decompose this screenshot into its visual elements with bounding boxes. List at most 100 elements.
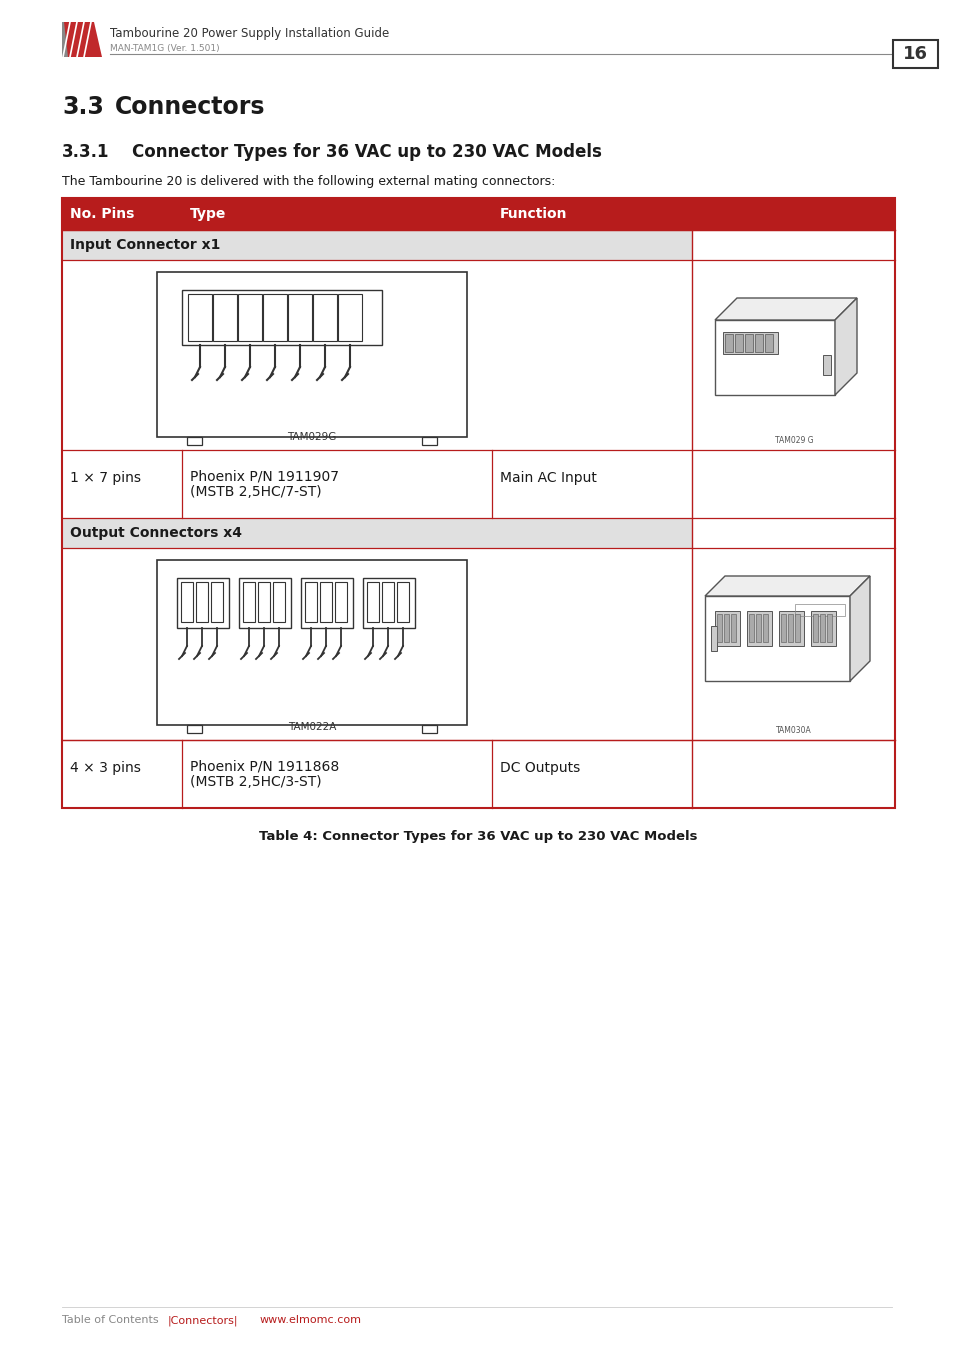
Bar — [826, 614, 831, 643]
Text: TAM030A: TAM030A — [775, 726, 810, 734]
Text: Input Connector x1: Input Connector x1 — [70, 238, 220, 252]
Text: TAM029G: TAM029G — [287, 432, 336, 441]
Polygon shape — [704, 576, 869, 595]
Text: Phoenix P/N 1911907: Phoenix P/N 1911907 — [190, 468, 338, 483]
Text: Table of Contents: Table of Contents — [62, 1315, 158, 1324]
Bar — [820, 614, 824, 643]
Bar — [195, 582, 208, 622]
Bar — [237, 294, 262, 342]
Bar — [822, 355, 830, 375]
Polygon shape — [64, 22, 102, 57]
Bar — [181, 582, 193, 622]
Bar — [62, 22, 87, 57]
Bar — [182, 290, 381, 346]
Bar — [730, 614, 735, 643]
Text: Function: Function — [499, 207, 567, 221]
Bar — [62, 548, 691, 740]
Bar — [892, 40, 937, 68]
Text: No. Pins: No. Pins — [70, 207, 134, 221]
Polygon shape — [849, 576, 869, 680]
Text: 4 × 3 pins: 4 × 3 pins — [70, 761, 141, 775]
Bar — [794, 614, 800, 643]
Bar — [62, 450, 894, 518]
Bar — [62, 198, 894, 809]
Bar — [62, 198, 894, 230]
Bar — [319, 582, 332, 622]
Text: 1 × 7 pins: 1 × 7 pins — [70, 471, 141, 485]
Text: www.elmomc.com: www.elmomc.com — [260, 1315, 361, 1324]
Bar — [313, 294, 336, 342]
Bar — [257, 582, 270, 622]
Bar — [213, 294, 236, 342]
Bar — [335, 582, 347, 622]
Bar — [367, 582, 378, 622]
Bar — [381, 582, 394, 622]
Bar — [157, 271, 467, 437]
Text: |Connectors|: |Connectors| — [168, 1315, 238, 1326]
Text: (MSTB 2,5HC/7-ST): (MSTB 2,5HC/7-ST) — [190, 485, 321, 500]
Text: Main AC Input: Main AC Input — [499, 471, 597, 485]
Bar — [734, 333, 742, 352]
Bar — [779, 612, 803, 647]
Polygon shape — [834, 298, 856, 396]
Bar — [762, 614, 767, 643]
Bar — [337, 294, 361, 342]
Bar — [781, 614, 785, 643]
Text: The Tambourine 20 is delivered with the following external mating connectors:: The Tambourine 20 is delivered with the … — [62, 176, 555, 188]
Text: 16: 16 — [902, 45, 926, 63]
Bar — [273, 582, 285, 622]
Bar — [239, 578, 291, 628]
Bar — [62, 740, 894, 809]
Bar — [396, 582, 409, 622]
Bar — [710, 626, 717, 651]
Bar — [724, 333, 732, 352]
Bar — [723, 614, 728, 643]
Bar — [263, 294, 287, 342]
Bar — [755, 614, 760, 643]
Bar — [305, 582, 316, 622]
Bar — [187, 437, 202, 446]
Bar — [211, 582, 223, 622]
Text: MAN-TAM1G (Ver. 1.501): MAN-TAM1G (Ver. 1.501) — [110, 43, 219, 53]
Bar — [717, 614, 721, 643]
Bar — [764, 333, 772, 352]
Text: TAM022A: TAM022A — [288, 722, 335, 732]
Text: (MSTB 2,5HC/3-ST): (MSTB 2,5HC/3-ST) — [190, 775, 321, 788]
Text: 3.3: 3.3 — [62, 95, 104, 119]
Bar — [288, 294, 312, 342]
Bar — [421, 725, 436, 733]
Bar — [787, 614, 792, 643]
Text: 3.3.1: 3.3.1 — [62, 143, 110, 161]
Bar — [363, 578, 415, 628]
Bar — [704, 595, 849, 680]
Text: Output Connectors x4: Output Connectors x4 — [70, 526, 242, 540]
Bar — [187, 725, 202, 733]
Bar — [754, 333, 762, 352]
Bar — [748, 614, 753, 643]
Bar — [421, 437, 436, 446]
Bar — [714, 320, 834, 396]
Bar — [794, 603, 844, 616]
Bar — [188, 294, 212, 342]
Text: Phoenix P/N 1911868: Phoenix P/N 1911868 — [190, 759, 339, 774]
Bar — [812, 614, 817, 643]
Bar — [722, 332, 778, 354]
Text: DC Outputs: DC Outputs — [499, 761, 579, 775]
Bar — [62, 518, 691, 548]
Text: Type: Type — [190, 207, 226, 221]
Text: TAM029 G: TAM029 G — [774, 436, 813, 446]
Bar — [62, 261, 691, 450]
Bar — [301, 578, 353, 628]
Text: Connector Types for 36 VAC up to 230 VAC Models: Connector Types for 36 VAC up to 230 VAC… — [132, 143, 601, 161]
Text: Connectors: Connectors — [115, 95, 265, 119]
Text: Tambourine 20 Power Supply Installation Guide: Tambourine 20 Power Supply Installation … — [110, 27, 389, 40]
Bar — [744, 333, 752, 352]
Bar — [157, 560, 467, 725]
Bar — [810, 612, 835, 647]
Polygon shape — [714, 298, 856, 320]
Bar — [714, 612, 740, 647]
Bar — [62, 230, 691, 261]
Bar — [746, 612, 771, 647]
Bar — [243, 582, 254, 622]
Text: Table 4: Connector Types for 36 VAC up to 230 VAC Models: Table 4: Connector Types for 36 VAC up t… — [259, 830, 697, 842]
